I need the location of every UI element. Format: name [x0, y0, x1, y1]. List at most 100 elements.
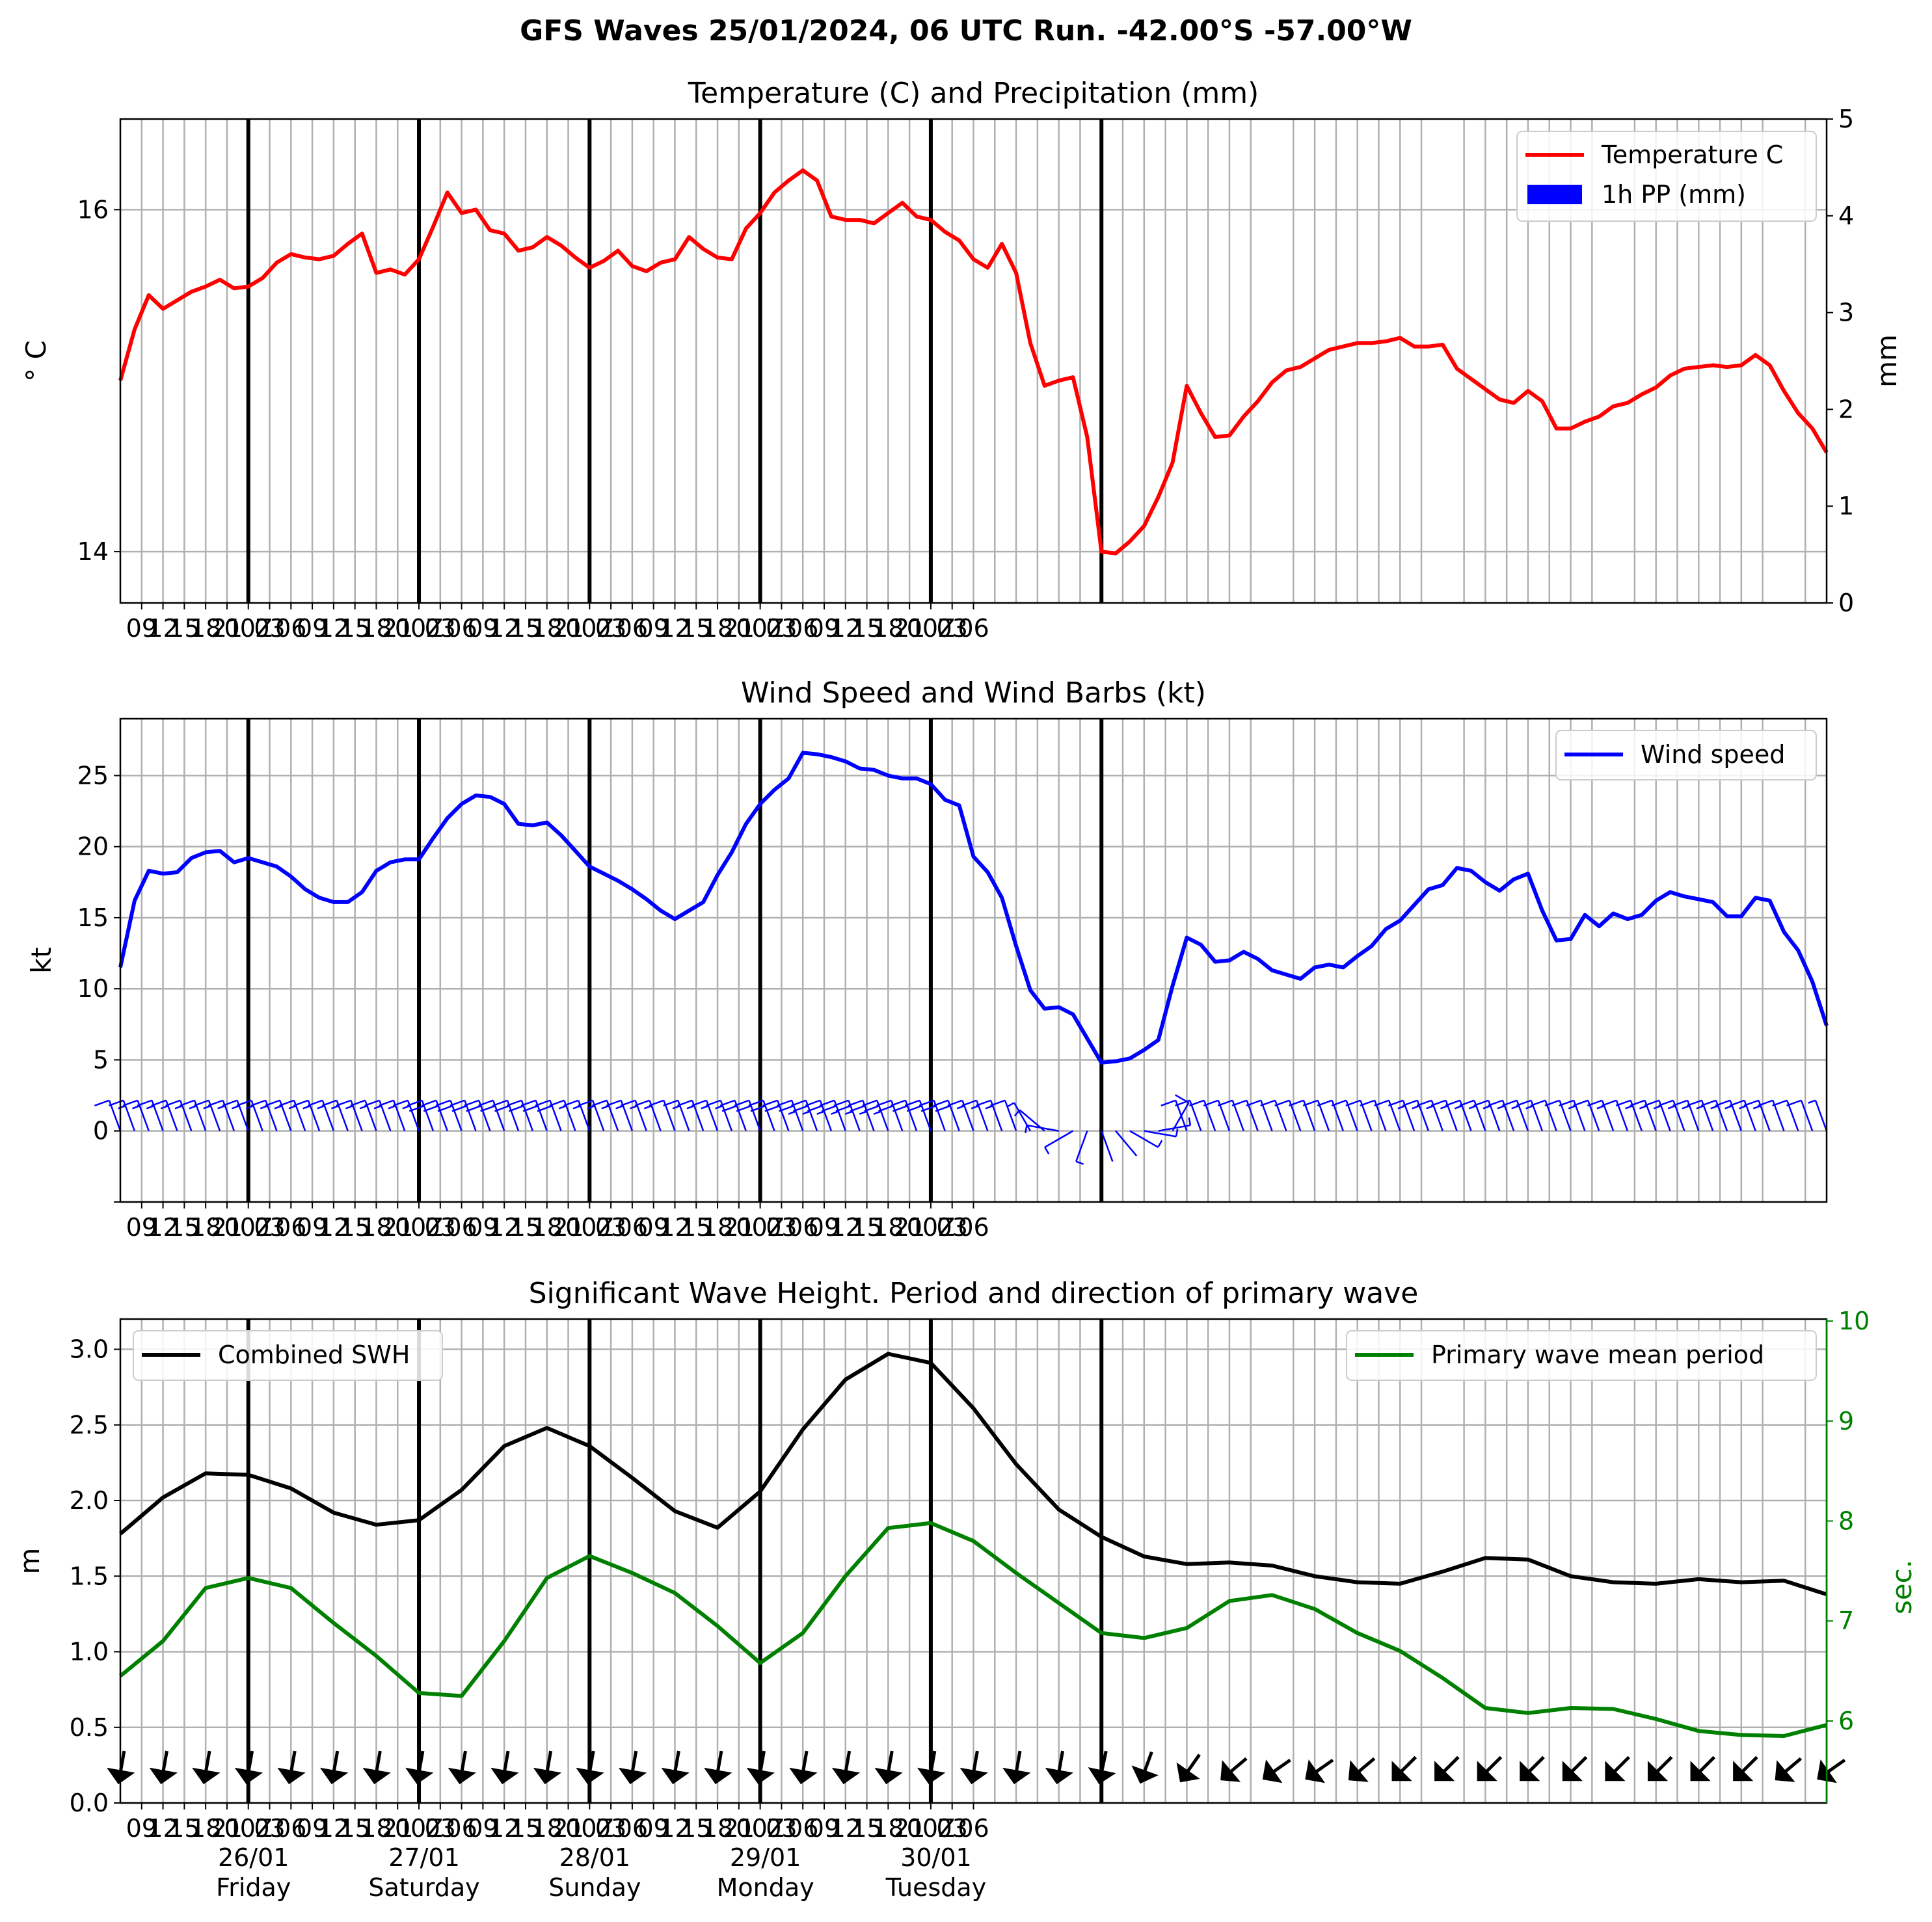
arrow-head: [1002, 1767, 1031, 1785]
y-tick-label: 3.0: [70, 1335, 109, 1364]
wind-barb-feather: [302, 1105, 311, 1110]
x-tick-label: 18: [702, 1213, 733, 1242]
wind-panel: Wind Speed and Wind Barbs (kt)0912151821…: [25, 676, 1829, 1242]
wind-barb-feather: [336, 1099, 351, 1107]
wind-barb-feather: [1639, 1105, 1648, 1110]
arrow-head: [959, 1767, 988, 1785]
wind-barb-feather: [1374, 1099, 1389, 1107]
x-tick-label: 03: [254, 1814, 285, 1843]
wind-barb-feather: [94, 1099, 110, 1107]
x-tick-label: 09: [467, 1213, 498, 1242]
wind-barb-feather: [494, 1105, 510, 1112]
wave-direction-arrow: [1002, 1750, 1031, 1785]
wind-barb-feather: [572, 1105, 581, 1110]
wind-barb-feather: [643, 1105, 652, 1110]
x-tick-label: 18: [190, 1814, 221, 1843]
wind-barb-feather: [764, 1105, 780, 1112]
wind-barb-feather: [1274, 1099, 1290, 1107]
wind-barb-feather: [876, 1099, 892, 1107]
x-tick-label: 03: [425, 1213, 456, 1242]
x-tick-label: 03: [766, 1814, 797, 1843]
x-tick-label: 06: [275, 1814, 306, 1843]
wind-barb-feather: [1157, 1140, 1163, 1148]
arrow-head: [746, 1767, 775, 1785]
legend: Wind speed: [1555, 730, 1817, 781]
wave-direction-arrow: [277, 1750, 306, 1785]
wind-barb-feather: [118, 1105, 126, 1110]
day-name-label: Tuesday: [885, 1873, 987, 1902]
wind-barb-feather: [1483, 1105, 1491, 1110]
x-tick-label: 21: [552, 614, 584, 643]
y-tick-label-right: 9: [1838, 1407, 1854, 1435]
x-tick-label: 15: [680, 1213, 712, 1242]
arrow-head: [234, 1767, 263, 1785]
y-tick-label: 15: [77, 903, 109, 932]
y-tick-label: 16: [77, 195, 109, 224]
wind-barb-feather: [1044, 1147, 1050, 1155]
x-tick-label: 15: [851, 1814, 882, 1843]
wind-barb-feather: [1752, 1105, 1761, 1110]
x-tick-label: 18: [531, 1814, 563, 1843]
wind-barb-feather: [317, 1105, 325, 1110]
wind-barb-feather: [1459, 1099, 1475, 1107]
wind-barb-feather: [677, 1099, 693, 1107]
x-tick-label: 15: [510, 1814, 541, 1843]
wave-direction-arrow: [1647, 1755, 1673, 1782]
wind-barb-feather: [1630, 1099, 1646, 1107]
wind-barb-feather: [1440, 1105, 1449, 1110]
wind-barb-feather: [790, 1099, 807, 1107]
x-tick-label: 09: [126, 1213, 157, 1242]
wind-barb-feather: [1511, 1105, 1520, 1110]
x-tick-label: 06: [275, 1213, 306, 1242]
wind-barb-feather: [451, 1105, 467, 1112]
arrow-head: [1305, 1759, 1325, 1783]
wind-barb-feather: [492, 1099, 508, 1107]
wind-barb-feather: [663, 1099, 678, 1107]
x-tick-label: 03: [937, 1213, 968, 1242]
temperature-line: [118, 168, 1829, 555]
wind-barb-feather: [976, 1099, 991, 1107]
wave-direction-arrow: [1262, 1758, 1291, 1783]
y-axis-label-right: mm: [1871, 334, 1903, 388]
wind-barb-feather: [174, 1105, 183, 1110]
wave-panel: Significant Wave Height. Period and dire…: [14, 1277, 1918, 1902]
wind-barb-feather: [409, 1105, 425, 1112]
wind-barb-feather: [522, 1105, 539, 1112]
wave-direction-arrow: [661, 1750, 690, 1785]
arrow-head: [149, 1767, 178, 1785]
wind-barb-feather: [260, 1105, 268, 1110]
x-tick-label: 03: [425, 1814, 456, 1843]
x-tick-label: 15: [680, 614, 712, 643]
wind-barb-feather: [762, 1099, 778, 1107]
x-tick-label: 18: [702, 614, 733, 643]
wind-barb-feather: [1013, 1109, 1021, 1117]
wind-barb-feather: [379, 1099, 394, 1107]
wave-direction-arrow: [831, 1750, 861, 1785]
arrow-head: [789, 1767, 818, 1785]
wind-barb-feather: [1601, 1099, 1617, 1107]
wind-barb-feather: [833, 1099, 849, 1107]
y-tick-label: 1.5: [70, 1562, 109, 1590]
wind-barb-feather: [878, 1105, 894, 1112]
x-tick-label: 21: [723, 1814, 755, 1843]
wind-barb-feather: [1743, 1099, 1759, 1107]
x-tick-label: 03: [595, 1814, 626, 1843]
wind-barb-feather: [1700, 1099, 1717, 1107]
figure-title: GFS Waves 25/01/2024, 06 UTC Run. -42.00…: [520, 14, 1412, 47]
wind-barb-feather: [691, 1099, 707, 1107]
legend-label-temperature: Temperature C: [1601, 140, 1783, 169]
x-tick-label: 12: [659, 614, 690, 643]
wind-barb-feather: [1331, 1099, 1347, 1107]
day-date-label: 30/01: [900, 1843, 972, 1872]
x-tick-label: 21: [723, 614, 755, 643]
day-name-label: Monday: [717, 1873, 814, 1902]
wind-barb-feather: [578, 1099, 593, 1107]
wave-direction-arrow: [1690, 1755, 1716, 1782]
wave-direction-arrow: [1477, 1755, 1503, 1782]
wind-barb-feather: [935, 1105, 951, 1112]
wind-barb-feather: [587, 1105, 595, 1110]
wind-barb-feather: [480, 1105, 496, 1112]
wave-direction-arrow: [107, 1750, 135, 1785]
x-tick-label: 03: [766, 614, 797, 643]
x-tick-label: 15: [339, 1213, 370, 1242]
